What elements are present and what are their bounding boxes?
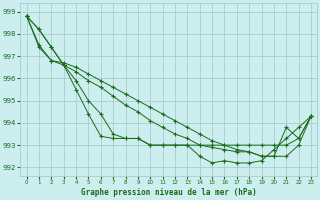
X-axis label: Graphe pression niveau de la mer (hPa): Graphe pression niveau de la mer (hPa) [81, 188, 257, 197]
